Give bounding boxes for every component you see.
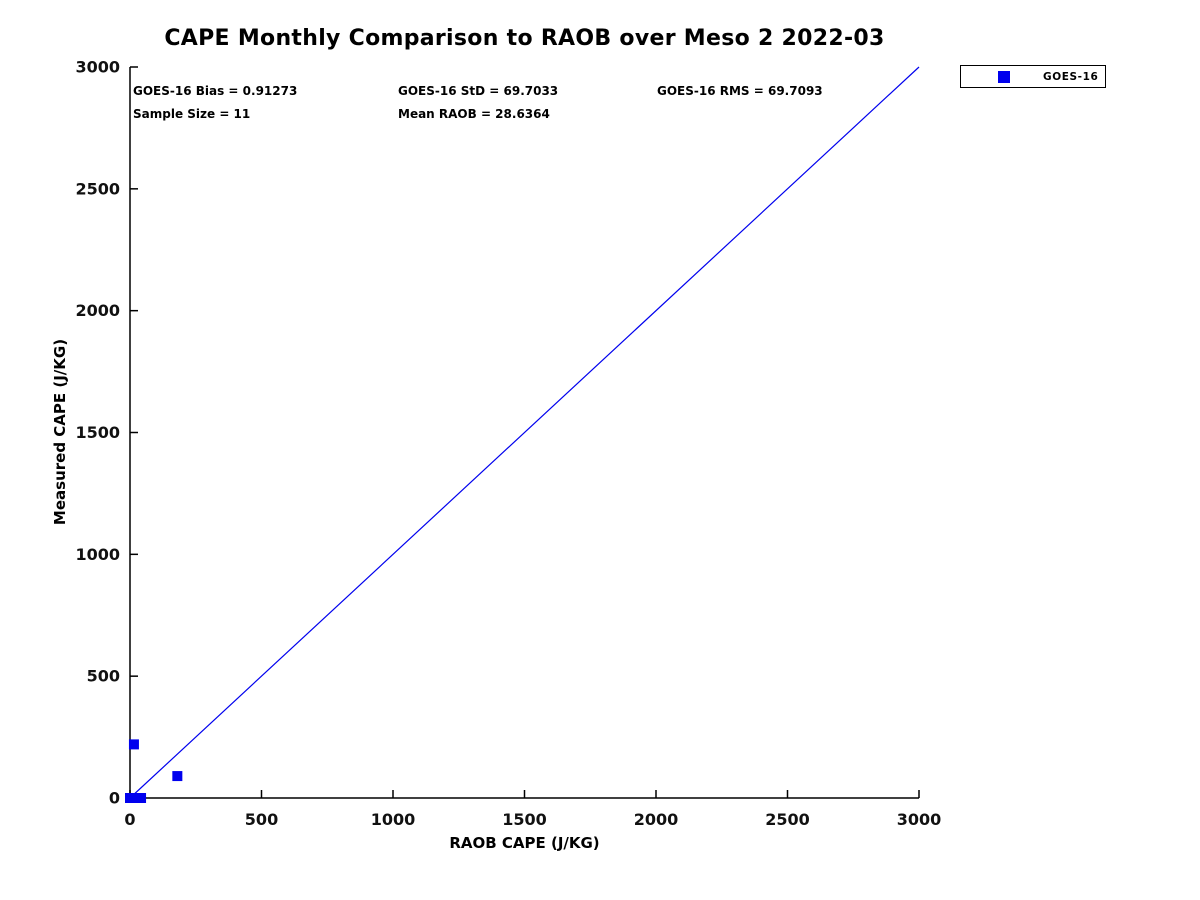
y-tick-label: 1000	[75, 545, 120, 564]
data-point	[136, 793, 147, 803]
y-tick-label: 3000	[75, 58, 120, 77]
stat-mean-raob: Mean RAOB = 28.6364	[398, 107, 550, 121]
stat-rms: GOES-16 RMS = 69.7093	[657, 84, 823, 98]
x-tick-label: 2000	[634, 810, 679, 829]
x-tick-label: 500	[245, 810, 278, 829]
data-point	[128, 739, 139, 750]
y-tick-label: 0	[109, 789, 120, 808]
x-axis-label: RAOB CAPE (J/KG)	[449, 834, 600, 852]
legend-entry-label: GOES-16	[1043, 70, 1099, 83]
x-tick-label: 2500	[765, 810, 810, 829]
y-tick-label: 500	[87, 667, 120, 686]
legend: GOES-16	[960, 65, 1106, 88]
y-tick-label: 2500	[75, 179, 120, 198]
stat-std: GOES-16 StD = 69.7033	[398, 84, 559, 98]
legend-marker-square-icon	[998, 70, 1010, 83]
x-tick-label: 0	[124, 810, 135, 829]
identity-line	[129, 66, 920, 799]
x-tick-label: 1000	[371, 810, 416, 829]
stat-bias: GOES-16 Bias = 0.91273	[133, 84, 298, 98]
x-tick-label: 1500	[502, 810, 547, 829]
y-tick-label: 2000	[75, 301, 120, 320]
y-tick-label: 1500	[75, 423, 120, 442]
x-tick-label: 3000	[897, 810, 942, 829]
y-axis-label: Measured CAPE (J/KG)	[51, 338, 69, 526]
data-point	[172, 771, 183, 782]
chart-title: CAPE Monthly Comparison to RAOB over Mes…	[164, 26, 885, 51]
stat-sample-size: Sample Size = 11	[133, 107, 251, 121]
